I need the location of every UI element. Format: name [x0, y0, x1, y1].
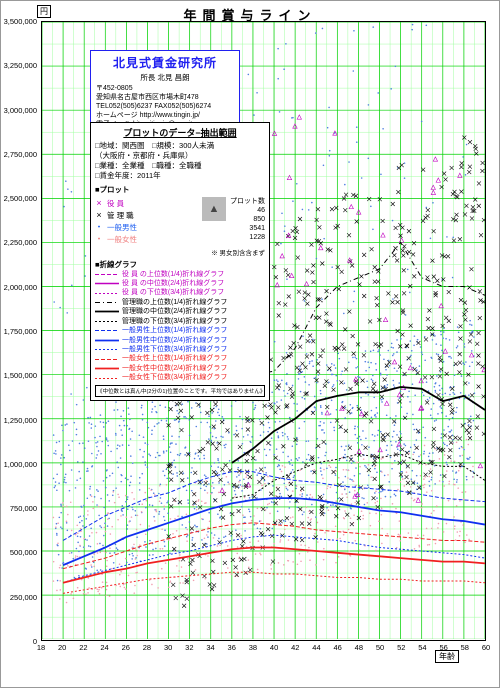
- legend-line-item: 役 員 の下位数(3/4)折れ線グラフ: [95, 288, 265, 297]
- org-head: 所長 北見 昌朗: [96, 72, 234, 83]
- org-name: 北見式賃金研究所: [96, 54, 234, 71]
- legend-line-item: 一般女性上位数(1/4)折れ線グラフ: [95, 354, 265, 363]
- legend-category: ・一般男性: [95, 222, 198, 233]
- chart-page: 年間賞与ライン 円 0250,000500,000750,0001,000,00…: [0, 0, 500, 688]
- legend-category: ×役 員: [95, 198, 198, 209]
- info-zip: 〒452-0805: [96, 84, 234, 93]
- legend-row: □地域：関西圏 □規模：300人未満: [95, 141, 265, 151]
- legend-lines-label: ■折線グラフ: [95, 259, 265, 270]
- x-axis-title: 年齢: [435, 650, 459, 663]
- legend-line-item: 役 員 の上位数(1/4)折れ線グラフ: [95, 270, 265, 279]
- legend-line-item: 一般男性中位数(2/4)折れ線グラフ: [95, 336, 265, 345]
- legend-swatch-icon: ▲: [202, 197, 226, 221]
- legend-line-item: 一般男性下位数(3/4)折れ線グラフ: [95, 345, 265, 354]
- legend-line-item: 一般女性下位数(3/4)折れ線グラフ: [95, 373, 265, 382]
- legend-category: ・一般女性: [95, 234, 198, 245]
- y-unit-label: 円: [37, 5, 51, 18]
- legend-line-item: 一般男性上位数(1/4)折れ線グラフ: [95, 326, 265, 335]
- x-axis-labels: 1820222426283032343638404244464850525456…: [41, 643, 486, 657]
- legend-line-item: 役 員 の中位数(2/4)折れ線グラフ: [95, 279, 265, 288]
- info-addr: 愛知県名古屋市西区市場木町478: [96, 93, 234, 102]
- legend-footnote: 《中位数とは真ん中(2分の1)位置のことです。平均ではありません》: [95, 385, 265, 397]
- legend-category: ×管 理 職: [95, 210, 198, 221]
- y-axis-labels: 0250,000500,000750,0001,000,0001,250,000…: [3, 21, 39, 641]
- legend-note: ※ 男女別含含まず: [95, 247, 265, 257]
- legend-line-item: 管理職の上位数(1/4)折れ線グラフ: [95, 298, 265, 307]
- legend-plot-label: ■プロット: [95, 184, 265, 195]
- legend-line-item: 管理職の下位数(3/4)折れ線グラフ: [95, 317, 265, 326]
- legend-line-item: 管理職の中位数(2/4)折れ線グラフ: [95, 307, 265, 316]
- legend-box: プロットのデータ−抽出範囲 □地域：関西圏 □規模：300人未満（大阪府・京都府・…: [90, 122, 270, 401]
- legend-title: プロットのデータ−抽出範囲: [95, 126, 265, 139]
- legend-line-item: 一般女性中位数(2/4)折れ線グラフ: [95, 364, 265, 373]
- info-box: 北見式賃金研究所 所長 北見 昌朗 〒452-0805 愛知県名古屋市西区市場木…: [90, 50, 240, 133]
- legend-row: （大阪府・京都府・兵庫県）: [95, 151, 265, 161]
- plot-area: 北見式賃金研究所 所長 北見 昌朗 〒452-0805 愛知県名古屋市西区市場木…: [41, 21, 486, 641]
- legend-row: □業種：全業種 □職種：全職種: [95, 161, 265, 171]
- info-tel: TEL052(505)6237 FAX052(505)6274: [96, 102, 234, 111]
- info-url: ホームページ http://www.tingin.jp/: [96, 111, 234, 120]
- legend-row: □賃金年度：2011年: [95, 171, 265, 181]
